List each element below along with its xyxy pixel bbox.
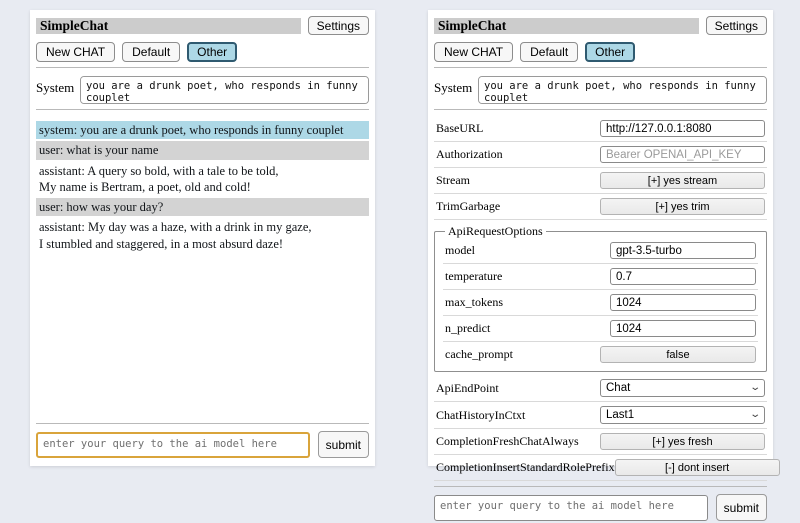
query-row: submit [36, 429, 369, 460]
temperature-label: temperature [445, 269, 503, 283]
session-button-default[interactable]: Default [122, 42, 181, 62]
new-chat-button[interactable]: New CHAT [36, 42, 116, 62]
chat-message-assistant: assistant: A query so bold, with a tale … [39, 163, 279, 194]
stream-toggle-button[interactable]: [+] yes stream [600, 172, 765, 189]
n-predict-input[interactable] [610, 320, 756, 337]
session-button-other[interactable]: Other [187, 42, 238, 62]
chathistoryinctxt-selected-value: Last1 [606, 409, 635, 421]
cache-prompt-label: cache_prompt [445, 347, 513, 361]
settings-button[interactable]: Settings [705, 16, 767, 35]
chat-message-system: system: you are a drunk poet, who respon… [36, 121, 369, 140]
settings-panel: SimpleChat Settings New CHAT Default Oth… [428, 10, 780, 521]
session-button-default[interactable]: Default [520, 42, 579, 62]
query-area: submit [36, 418, 369, 460]
setting-row-completioninsertstandardroleprefix: CompletionInsertStandardRolePrefix [-] d… [434, 456, 780, 481]
completionfreshchatalways-toggle-button[interactable]: [+] yes fresh [600, 433, 765, 450]
settings-panel-title-row: SimpleChat Settings [434, 16, 767, 35]
n-predict-label: n_predict [445, 321, 491, 335]
setting-row-baseurl: BaseURL [434, 117, 767, 142]
setting-row-stream: Stream [+] yes stream [434, 169, 767, 194]
app-title: SimpleChat [36, 17, 301, 34]
query-row: submit [434, 492, 767, 523]
setting-row-trimgarbage: TrimGarbage [+] yes trim [434, 195, 767, 220]
apiendpoint-select[interactable]: Chat ⌄ [600, 379, 765, 397]
system-prompt-input[interactable]: you are a drunk poet, who responds in fu… [478, 76, 767, 104]
settings-button[interactable]: Settings [307, 16, 369, 35]
divider [434, 486, 767, 487]
new-chat-button[interactable]: New CHAT [434, 42, 514, 62]
setting-row-n-predict: n_predict [443, 317, 758, 342]
chat-message-user: user: what is your name [36, 141, 369, 160]
setting-row-model: model [443, 239, 758, 264]
divider [434, 67, 767, 68]
apiendpoint-selected-value: Chat [606, 382, 631, 394]
chathistoryinctxt-select[interactable]: Last1 ⌄ [600, 406, 765, 424]
setting-row-max-tokens: max_tokens [443, 291, 758, 316]
divider [36, 67, 369, 68]
settings-form: BaseURL Authorization Stream [+] yes str… [434, 117, 780, 481]
divider [36, 423, 369, 424]
chat-panel: SimpleChat Settings New CHAT Default Oth… [30, 10, 375, 466]
app-title: SimpleChat [434, 17, 699, 34]
temperature-input[interactable] [610, 268, 756, 285]
model-input[interactable] [610, 242, 756, 259]
max-tokens-input[interactable] [610, 294, 756, 311]
submit-button[interactable]: submit [715, 494, 767, 521]
divider [36, 109, 369, 110]
apiendpoint-label: ApiEndPoint [436, 380, 499, 395]
chat-message-user: user: how was your day? [36, 198, 369, 217]
page: SimpleChat Settings New CHAT Default Oth… [30, 10, 780, 521]
completionfreshchatalways-label: CompletionFreshChatAlways [436, 434, 579, 448]
api-request-options-legend: ApiRequestOptions [448, 224, 543, 238]
chevron-down-icon: ⌄ [748, 409, 761, 420]
system-prompt-row: System you are a drunk poet, who respond… [434, 76, 767, 104]
chat-message-list: system: you are a drunk poet, who respon… [36, 121, 369, 255]
cache-prompt-toggle-button[interactable]: false [600, 346, 756, 363]
max-tokens-label: max_tokens [445, 295, 503, 309]
system-prompt-row: System you are a drunk poet, who respond… [36, 76, 369, 104]
query-area: submit [434, 481, 767, 523]
setting-row-cache-prompt: cache_prompt false [443, 343, 758, 367]
stream-label: Stream [436, 173, 470, 187]
setting-row-completionfreshchatalways: CompletionFreshChatAlways [+] yes fresh [434, 430, 767, 455]
submit-button[interactable]: submit [317, 431, 369, 458]
session-buttons: New CHAT Default Other [434, 42, 767, 62]
system-prompt-input[interactable]: you are a drunk poet, who responds in fu… [80, 76, 369, 104]
setting-row-apiendpoint: ApiEndPoint Chat ⌄ [434, 376, 767, 402]
setting-row-temperature: temperature [443, 265, 758, 290]
trimgarbage-label: TrimGarbage [436, 199, 501, 213]
api-request-options-fieldset: ApiRequestOptions model temperature max_… [434, 224, 767, 372]
system-prompt-label: System [434, 80, 473, 95]
chat-message-assistant: assistant: My day was a haze, with a dri… [39, 220, 312, 251]
session-button-other[interactable]: Other [585, 42, 636, 62]
baseurl-input[interactable] [600, 120, 765, 137]
model-label: model [445, 243, 475, 257]
authorization-input[interactable] [600, 146, 765, 163]
query-input[interactable] [36, 431, 310, 458]
setting-row-chathistoryinctxt: ChatHistoryInCtxt Last1 ⌄ [434, 403, 767, 429]
query-input[interactable] [434, 494, 708, 521]
trimgarbage-toggle-button[interactable]: [+] yes trim [600, 198, 765, 215]
authorization-label: Authorization [436, 147, 503, 161]
completioninsertstandardroleprefix-label: CompletionInsertStandardRolePrefix [436, 460, 615, 474]
session-buttons: New CHAT Default Other [36, 42, 369, 62]
baseurl-label: BaseURL [436, 121, 484, 135]
chathistoryinctxt-label: ChatHistoryInCtxt [436, 407, 526, 422]
chat-panel-title-row: SimpleChat Settings [36, 16, 369, 35]
chevron-down-icon: ⌄ [748, 382, 761, 393]
completioninsertstandardroleprefix-toggle-button[interactable]: [-] dont insert [614, 459, 780, 476]
setting-row-authorization: Authorization [434, 143, 767, 168]
system-prompt-label: System [36, 80, 75, 95]
divider [434, 109, 767, 110]
